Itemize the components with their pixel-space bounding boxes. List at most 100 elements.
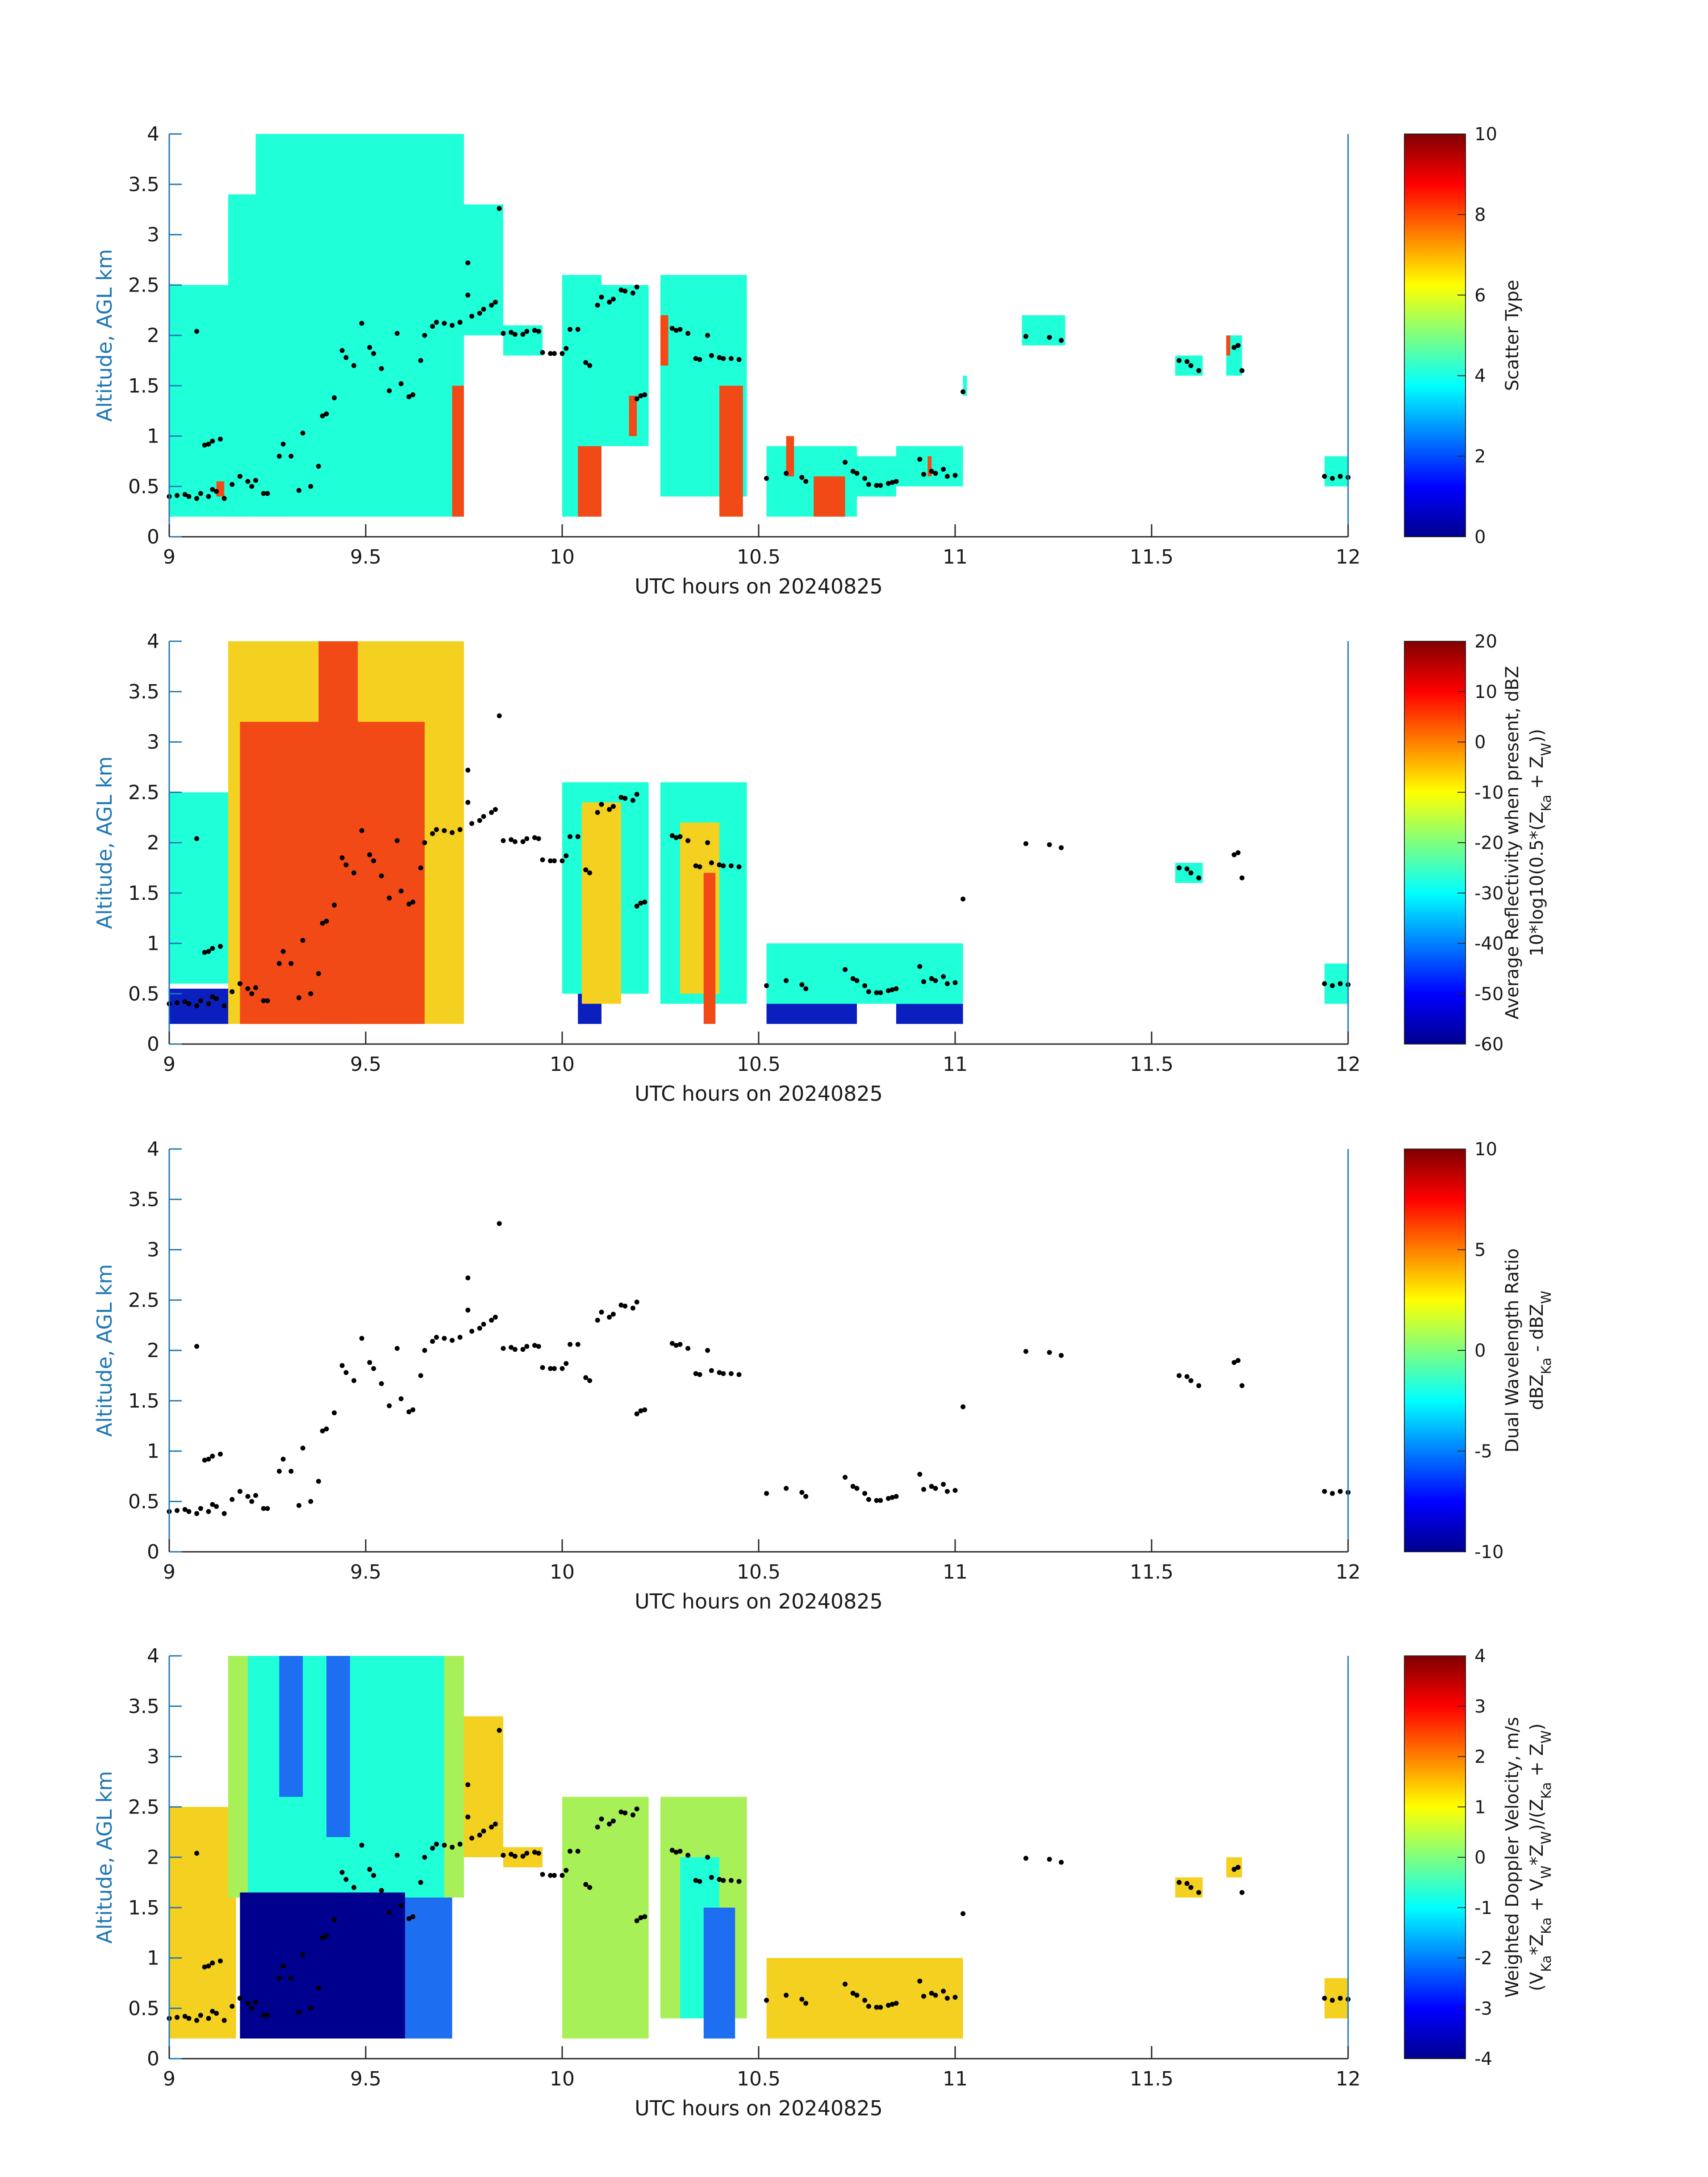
data-point — [324, 919, 329, 924]
data-point — [618, 795, 624, 800]
data-point — [634, 396, 639, 401]
data-point — [379, 366, 384, 371]
heatmap-cell — [1324, 963, 1348, 1004]
data-point — [1232, 345, 1237, 350]
heatmap-cell — [452, 385, 464, 517]
data-point — [630, 290, 635, 296]
colorbar-tick-label: 3 — [1474, 1696, 1486, 1717]
heatmap-cell — [169, 1807, 236, 2039]
data-point — [568, 1341, 573, 1347]
data-point — [367, 1360, 372, 1365]
data-point — [638, 900, 643, 906]
data-point — [941, 1989, 946, 1994]
data-point — [300, 1952, 305, 1958]
data-point — [501, 1345, 506, 1351]
heatmap-cell — [279, 1656, 303, 1797]
data-point — [728, 1371, 734, 1376]
data-point — [889, 987, 895, 992]
data-point — [434, 1335, 439, 1340]
data-point — [343, 862, 349, 868]
data-point — [1236, 1358, 1241, 1363]
data-point — [332, 1917, 337, 1922]
heatmap-cell — [318, 641, 358, 1024]
data-point — [764, 1491, 769, 1496]
data-point — [921, 1487, 927, 1492]
data-point — [583, 1375, 589, 1380]
data-point — [320, 1935, 325, 1940]
y-axis-label: Altitude, AGL km — [92, 249, 117, 422]
data-point — [933, 471, 938, 476]
data-point — [721, 356, 726, 361]
data-point — [622, 796, 628, 801]
x-tick-label: 10.5 — [737, 1561, 781, 1584]
colorbar-tick-label: 6 — [1474, 285, 1486, 306]
data-point — [634, 792, 639, 797]
data-point — [705, 1348, 710, 1353]
data-point — [217, 1958, 223, 1964]
data-point — [186, 1001, 192, 1007]
colorbar-tick-label: -50 — [1474, 984, 1503, 1004]
data-point — [261, 2013, 266, 2018]
x-axis-label: UTC hours on 20240825 — [635, 2096, 883, 2120]
x-tick-label: 12 — [1336, 2068, 1361, 2090]
data-point — [607, 300, 612, 305]
data-point — [371, 858, 376, 864]
data-point — [878, 990, 883, 995]
data-point — [610, 804, 616, 809]
data-point — [944, 1489, 950, 1494]
data-point — [300, 938, 305, 943]
x-tick-label: 11 — [943, 1561, 968, 1584]
data-point — [512, 1347, 518, 1352]
data-point — [249, 991, 255, 996]
data-point — [418, 1880, 423, 1885]
data-point — [622, 1810, 628, 1816]
y-tick-label: 2.5 — [128, 781, 159, 804]
data-point — [221, 496, 227, 501]
data-point — [917, 456, 923, 462]
colorbar-label: Scatter Type — [1502, 280, 1523, 391]
data-point — [532, 835, 537, 840]
data-point — [587, 1378, 593, 1383]
colorbar-tick-label: 8 — [1474, 205, 1486, 225]
data-point — [630, 1812, 635, 1818]
data-point — [878, 483, 883, 488]
data-point — [214, 996, 219, 1002]
data-point — [929, 1990, 934, 1996]
data-point — [634, 1300, 639, 1305]
data-point — [351, 1378, 357, 1383]
dot-series — [167, 1221, 1351, 1516]
y-tick-label: 1 — [147, 932, 159, 955]
heatmap-cell — [326, 1656, 350, 1837]
data-point — [917, 1978, 923, 1984]
data-point — [685, 1852, 691, 1858]
data-point — [418, 358, 423, 363]
data-point — [889, 2002, 895, 2007]
data-point — [387, 1403, 392, 1408]
data-point — [1184, 866, 1190, 872]
data-point — [214, 489, 219, 494]
data-point — [705, 333, 710, 338]
data-point — [434, 1842, 439, 1847]
data-point — [638, 1915, 643, 1920]
data-point — [595, 1824, 600, 1830]
y-tick-label: 0 — [147, 526, 159, 548]
data-point — [296, 995, 301, 1000]
data-point — [1184, 1881, 1190, 1886]
heatmap-cell — [1324, 456, 1348, 487]
data-point — [709, 1875, 714, 1880]
data-point — [339, 1363, 345, 1368]
data-point — [642, 1914, 647, 1919]
data-point — [465, 292, 471, 298]
data-point — [288, 454, 294, 459]
data-point — [343, 1370, 349, 1375]
data-point — [803, 986, 809, 991]
data-point — [607, 1315, 612, 1320]
data-point — [175, 493, 180, 498]
data-point — [422, 333, 427, 338]
data-point — [843, 967, 848, 972]
data-point — [288, 1469, 294, 1474]
data-point — [933, 1486, 938, 1491]
heatmap-cell — [857, 456, 896, 497]
y-tick-label: 1.5 — [128, 1390, 159, 1412]
